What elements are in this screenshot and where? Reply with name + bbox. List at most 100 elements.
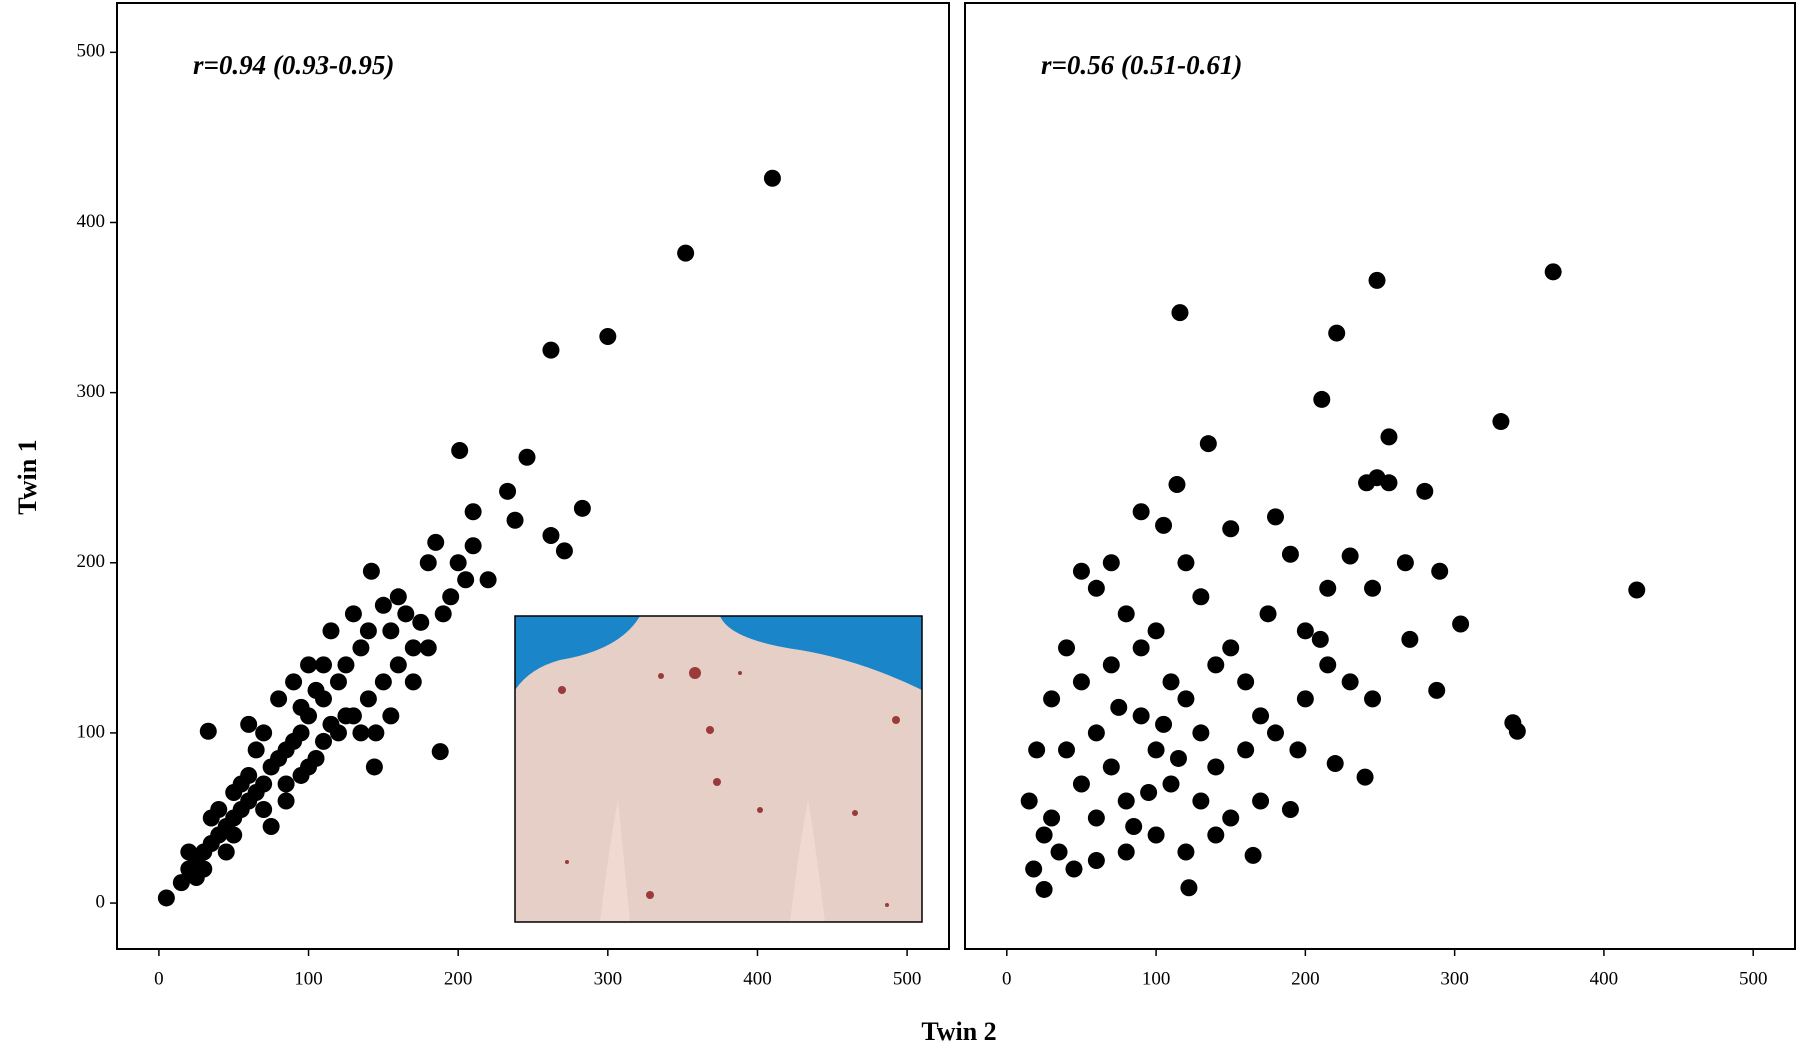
point <box>352 724 370 742</box>
point <box>1319 579 1337 597</box>
point <box>1281 800 1299 818</box>
point <box>1368 271 1386 289</box>
point <box>404 639 422 657</box>
point <box>449 554 467 572</box>
point <box>1252 707 1270 725</box>
point <box>307 749 325 767</box>
point <box>457 571 475 589</box>
point <box>292 698 310 716</box>
point <box>1431 562 1449 580</box>
point <box>1207 656 1225 674</box>
point <box>1416 482 1434 500</box>
inset-photo <box>514 615 923 923</box>
point <box>1341 547 1359 565</box>
point <box>1177 843 1195 861</box>
point <box>270 690 288 708</box>
point <box>374 673 392 691</box>
point <box>599 327 617 345</box>
point <box>464 537 482 555</box>
point <box>329 673 347 691</box>
point <box>1117 792 1135 810</box>
x-tick-label: 200 <box>1291 968 1320 989</box>
point <box>1171 304 1189 322</box>
point <box>1168 476 1186 494</box>
point <box>1341 673 1359 691</box>
point <box>352 639 370 657</box>
point <box>1155 516 1173 534</box>
point <box>1147 622 1165 640</box>
point <box>464 503 482 521</box>
point <box>397 605 415 623</box>
point <box>1087 724 1105 742</box>
point <box>1328 324 1346 342</box>
point <box>1043 809 1061 827</box>
point <box>1132 707 1150 725</box>
point <box>1192 792 1210 810</box>
point <box>1028 741 1046 759</box>
point <box>285 673 303 691</box>
point <box>1169 749 1187 767</box>
point <box>479 571 497 589</box>
point <box>1147 741 1165 759</box>
y-tick-label: 200 <box>77 551 106 572</box>
point <box>315 656 333 674</box>
point <box>232 775 250 793</box>
point <box>1035 826 1053 844</box>
point <box>1364 579 1382 597</box>
point <box>1125 817 1143 835</box>
point <box>573 499 591 517</box>
point <box>1244 846 1262 864</box>
y-tick-label: 300 <box>77 381 106 402</box>
point <box>434 605 452 623</box>
y-tick-label: 100 <box>77 721 106 742</box>
x-tick-label: 400 <box>743 968 772 989</box>
point <box>1043 690 1061 708</box>
point <box>1296 622 1314 640</box>
x-tick-label: 0 <box>1002 968 1012 989</box>
point <box>763 169 781 187</box>
point <box>255 800 273 818</box>
x-tick-label: 300 <box>1440 968 1469 989</box>
point <box>1199 435 1217 453</box>
point <box>337 707 355 725</box>
point <box>300 656 318 674</box>
point <box>1155 715 1173 733</box>
y-tick-label: 0 <box>96 891 106 912</box>
x-tick-label: 100 <box>294 968 323 989</box>
point <box>262 758 280 776</box>
point <box>431 743 449 761</box>
point <box>389 588 407 606</box>
point <box>1401 630 1419 648</box>
point <box>1180 879 1198 897</box>
point <box>1102 656 1120 674</box>
point <box>1544 263 1562 281</box>
point <box>1102 554 1120 572</box>
point <box>199 722 217 740</box>
point <box>1380 428 1398 446</box>
point <box>1192 724 1210 742</box>
point <box>404 673 422 691</box>
point <box>1177 554 1195 572</box>
point <box>1252 792 1270 810</box>
point <box>1072 673 1090 691</box>
point <box>365 758 383 776</box>
point <box>262 817 280 835</box>
annotation: r=0.94 (0.93-0.95) <box>193 50 394 80</box>
point <box>1311 630 1329 648</box>
point <box>1132 639 1150 657</box>
point <box>451 441 469 459</box>
x-tick-label: 100 <box>1142 968 1171 989</box>
point <box>1102 758 1120 776</box>
point <box>247 741 265 759</box>
point <box>382 707 400 725</box>
point <box>1050 843 1068 861</box>
point <box>1364 690 1382 708</box>
point <box>1259 605 1277 623</box>
point <box>217 843 235 861</box>
point <box>1147 826 1165 844</box>
point <box>1380 474 1398 492</box>
point <box>389 656 407 674</box>
point <box>555 542 573 560</box>
point <box>1267 508 1285 526</box>
